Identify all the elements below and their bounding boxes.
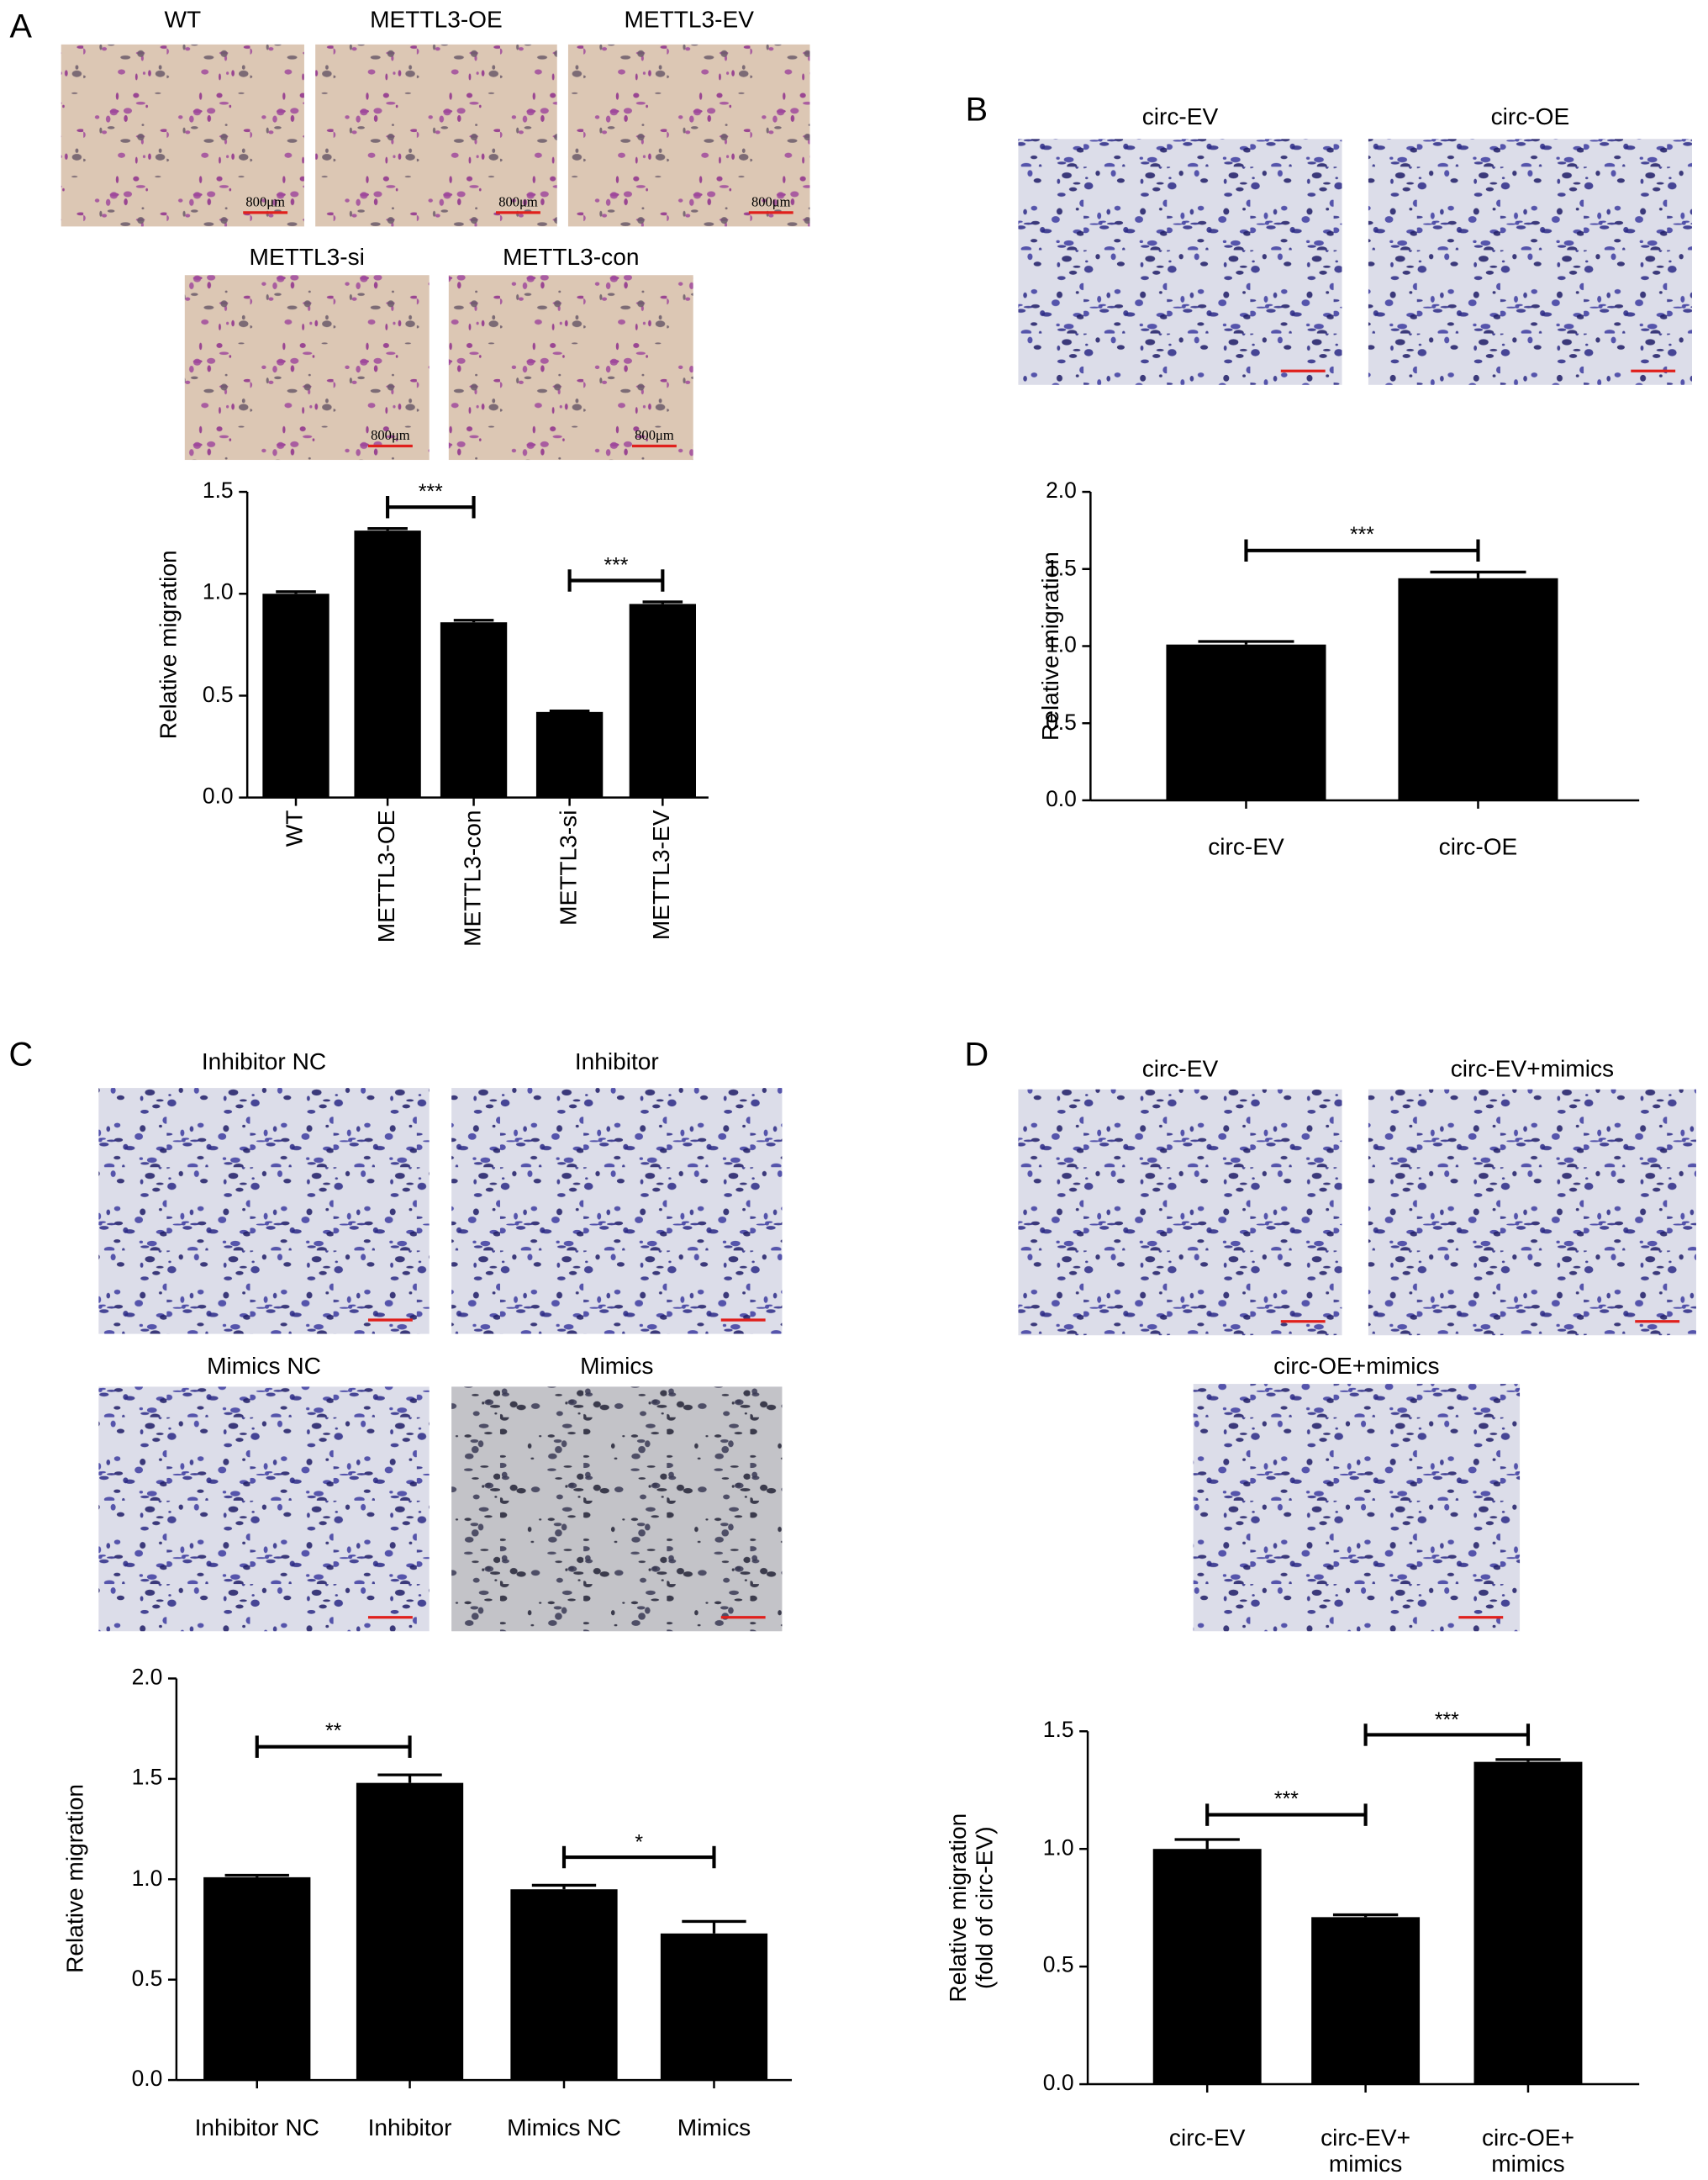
y-tick-label: 1.0 (131, 1866, 163, 1891)
image-label: Mimics NC (207, 1353, 321, 1380)
y-tick-label: 0.0 (1042, 2072, 1074, 2096)
image-label: circ-EV (1141, 1055, 1219, 1082)
significance-label: * (635, 1830, 644, 1855)
y-axis-label: Relative migration (1036, 552, 1064, 741)
micrograph (61, 44, 304, 227)
bar (660, 1933, 768, 2081)
x-tick-label: Mimics (677, 2114, 751, 2141)
image-label: Mimics (580, 1353, 654, 1380)
y-tick-label: 1.0 (1042, 1836, 1074, 1861)
x-tick-label: Mimics NC (507, 2114, 621, 2141)
y-tick-label: 0.5 (1046, 710, 1077, 735)
bar (1311, 1917, 1421, 2085)
bar (1473, 1761, 1583, 2085)
image-label: circ-OE+mimics (1273, 1353, 1440, 1380)
scale-bar-label: 800μm (245, 195, 285, 211)
image-label: METTL3-OE (370, 6, 503, 34)
x-tick-label: METTL3-con (459, 810, 486, 947)
x-tick-label: circ-OE+ mimics (1481, 2124, 1574, 2177)
micrograph (1368, 139, 1692, 385)
y-tick-label: 1.5 (1042, 1718, 1074, 1743)
y-tick-label: 0.5 (1042, 1954, 1074, 1978)
bar (510, 1889, 618, 2081)
y-tick-label: 0.5 (202, 683, 234, 707)
x-tick-label: METTL3-si (555, 810, 582, 926)
significance-label: *** (1434, 1708, 1459, 1732)
image-label: WT (164, 6, 202, 34)
bar (629, 604, 697, 798)
x-tick-label: WT (281, 810, 308, 847)
y-tick-label: 1.5 (1046, 557, 1077, 581)
micrograph (451, 1088, 783, 1334)
scale-bar-label: 800μm (635, 428, 674, 445)
image-label: circ-EV (1141, 103, 1219, 130)
x-tick-label: Inhibitor NC (194, 2114, 319, 2141)
x-tick-label: circ-OE (1438, 833, 1518, 861)
y-axis-label: Relative migration (fold of circ-EV) (945, 1813, 998, 2003)
y-axis-label: Relative migration (61, 1784, 89, 1973)
bar (440, 622, 508, 798)
micrograph (448, 275, 693, 461)
image-label: METTL3-si (249, 244, 365, 271)
x-tick-label: circ-EV (1168, 2124, 1246, 2151)
bar (354, 530, 421, 798)
micrograph (1018, 139, 1342, 385)
micrograph (98, 1386, 430, 1632)
y-tick-label: 0.0 (1046, 788, 1077, 812)
image-label: METTL3-con (503, 244, 640, 271)
panel-letter: D (964, 1036, 989, 1074)
x-tick-label: METTL3-EV (648, 810, 675, 941)
significance-label: *** (604, 553, 629, 578)
x-tick-label: METTL3-OE (373, 810, 400, 943)
y-tick-label: 1.5 (131, 1766, 163, 1791)
scale-bar-label: 800μm (751, 195, 791, 211)
bar (1398, 578, 1558, 800)
panel-letter: C (8, 1036, 34, 1074)
micrograph (1368, 1089, 1696, 1336)
y-tick-label: 0.0 (131, 2067, 163, 2092)
y-tick-label: 1.5 (202, 479, 234, 504)
bar (262, 594, 329, 798)
panel-letter: B (965, 91, 988, 129)
y-axis-label: Relative migration (155, 550, 182, 740)
bar (535, 711, 604, 798)
micrograph (98, 1088, 430, 1334)
significance-label: *** (1273, 1787, 1299, 1812)
scale-bar-label: 800μm (371, 428, 410, 445)
image-label: circ-EV+mimics (1450, 1055, 1615, 1082)
micrograph (1018, 1089, 1342, 1336)
x-tick-label: circ-EV (1208, 833, 1284, 861)
image-label: circ-OE (1490, 103, 1570, 130)
bar (356, 1782, 464, 2081)
micrograph (451, 1386, 783, 1632)
significance-label: *** (418, 480, 443, 504)
y-tick-label: 0.0 (202, 785, 234, 810)
panel-letter: A (9, 8, 33, 46)
y-tick-label: 2.0 (131, 1665, 163, 1691)
x-tick-label: Inhibitor (367, 2114, 452, 2141)
y-tick-label: 1.0 (202, 581, 234, 605)
scale-bar-label: 800μm (498, 195, 538, 211)
significance-label: ** (324, 1719, 342, 1744)
x-tick-label: circ-EV+ mimics (1321, 2124, 1411, 2177)
y-tick-label: 2.0 (1046, 479, 1077, 504)
image-label: Inhibitor (574, 1048, 659, 1075)
micrograph (315, 44, 557, 227)
micrograph (567, 44, 810, 227)
bar (1166, 644, 1326, 800)
image-label: METTL3-EV (624, 6, 755, 34)
y-tick-label: 0.5 (131, 1967, 163, 1992)
image-label: Inhibitor NC (201, 1048, 327, 1075)
micrograph (184, 275, 430, 461)
bar (1152, 1849, 1262, 2085)
bar (203, 1876, 311, 2081)
significance-label: *** (1349, 523, 1374, 548)
micrograph (1193, 1384, 1521, 1632)
y-tick-label: 1.0 (1046, 633, 1077, 658)
